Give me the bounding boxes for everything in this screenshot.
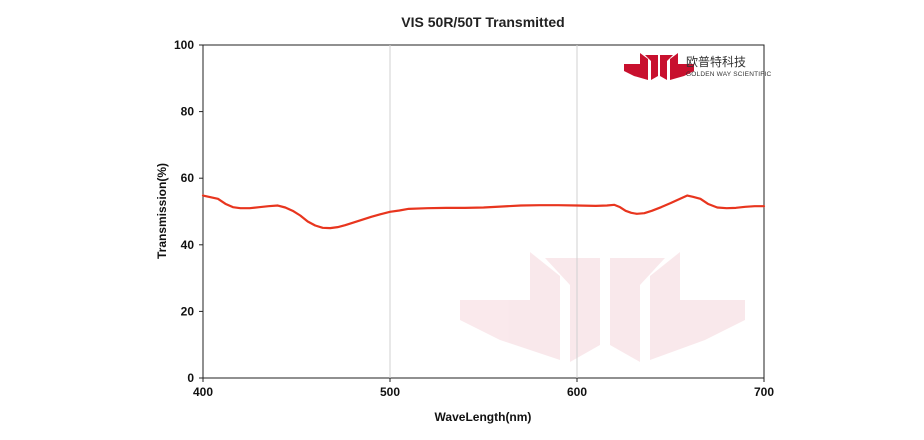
- x-tick-label: 400: [193, 385, 213, 399]
- y-tick-label: 40: [181, 238, 195, 252]
- y-tick-label: 60: [181, 171, 195, 185]
- y-tick-label: 100: [174, 38, 194, 52]
- x-tick-label: 600: [567, 385, 587, 399]
- x-axis-label: WaveLength(nm): [435, 410, 532, 424]
- x-tick-label: 500: [380, 385, 400, 399]
- chart-title: VIS 50R/50T Transmitted: [401, 14, 564, 30]
- y-axis-label: Transmission(%): [155, 163, 169, 259]
- watermark-logo: [460, 252, 745, 362]
- brand-logo: 欧普特科技 GOLDEN WAY SCIENTIFIC: [624, 53, 771, 80]
- brand-logo-mark: [624, 53, 694, 80]
- x-axis: 400 500 600 700: [193, 378, 774, 399]
- series-layer: [201, 194, 766, 230]
- y-tick-label: 80: [181, 105, 195, 119]
- brand-name-cn: 欧普特科技: [686, 54, 746, 69]
- series-line-1: [201, 194, 766, 230]
- y-tick-label: 0: [187, 371, 194, 385]
- brand-name-en: GOLDEN WAY SCIENTIFIC: [686, 71, 771, 78]
- y-axis: 0 20 40 60 80 100: [174, 38, 203, 385]
- plot-area: [202, 44, 765, 379]
- y-tick-label: 20: [181, 304, 195, 318]
- x-tick-label: 700: [754, 385, 774, 399]
